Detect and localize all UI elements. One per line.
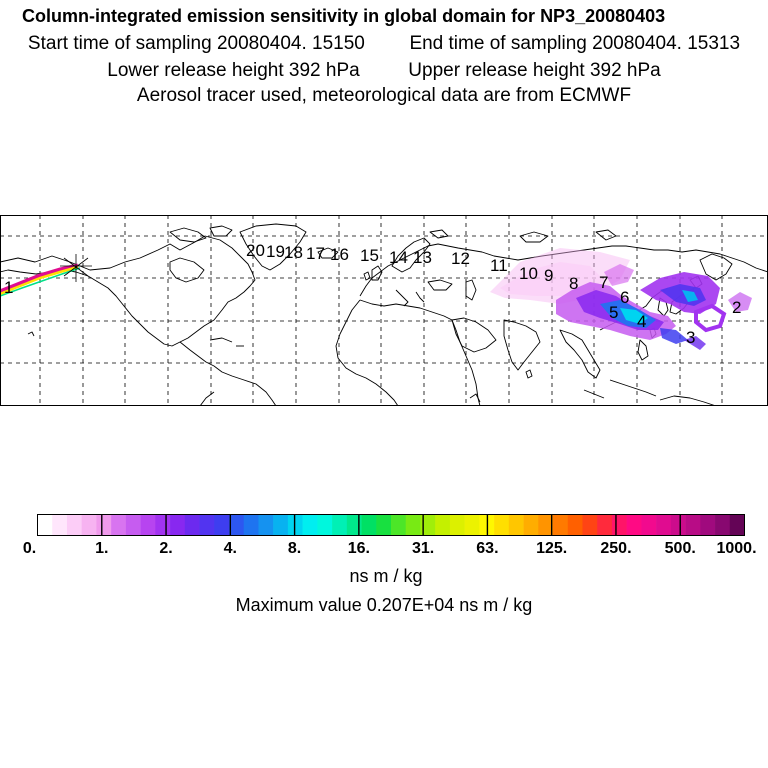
colorbar-tick-label: 31.	[412, 540, 434, 557]
colorbar-cell	[729, 514, 745, 536]
colorbar-cell	[243, 514, 259, 536]
colorbar-cell	[346, 514, 362, 536]
colorbar-cell	[582, 514, 598, 536]
colorbar-cell	[96, 514, 112, 536]
colorbar-tick-label: 1000.	[716, 540, 756, 557]
colorbar-cell	[258, 514, 274, 536]
time-marker: 14	[389, 248, 408, 267]
colorbar-cell	[391, 514, 407, 536]
time-marker: 19	[266, 242, 285, 261]
colorbar-cell	[317, 514, 333, 536]
tracer-info-label: Aerosol tracer used, meteorological data…	[136, 85, 632, 106]
time-marker: 2	[732, 298, 741, 317]
colorbar-tick-label: 16.	[348, 540, 370, 557]
colorbar-cell	[449, 514, 465, 536]
colorbar-cell	[700, 514, 716, 536]
colorbar-cell	[376, 514, 392, 536]
colorbar-cell	[494, 514, 510, 536]
time-markers: 1 2 3 4 5 6 7 8 9 10 11 12 13 14 15 16 1…	[4, 241, 741, 347]
plot-title: Column-integrated emission sensitivity i…	[22, 6, 666, 26]
colorbar-cell	[140, 514, 156, 536]
colorbar-tick-label: 8.	[288, 540, 301, 557]
colorbar-cell	[332, 514, 348, 536]
upper-release-label: Upper release height 392 hPa	[408, 60, 661, 81]
maximum-value-label: Maximum value 0.207E+04 ns m / kg	[235, 595, 533, 615]
colorbar-cell	[567, 514, 583, 536]
colorbar-tick-label: 500.	[665, 540, 696, 557]
time-marker: 8	[569, 274, 578, 293]
colorbar-cell	[52, 514, 68, 536]
colorbar-cell	[155, 514, 171, 536]
colorbar-cell	[199, 514, 215, 536]
colorbar-ticks	[101, 514, 681, 536]
time-marker: 16	[330, 245, 349, 264]
colorbar-cell	[37, 514, 53, 536]
colorbar-cell	[184, 514, 200, 536]
colorbar-tick-label: 1.	[95, 540, 108, 557]
colorbar-cell	[641, 514, 657, 536]
colorbar-cell	[656, 514, 672, 536]
colorbar-tick-label: 125.	[536, 540, 567, 557]
time-marker: 1	[4, 278, 13, 297]
colorbar-labels: 0. 1. 2. 4. 8. 16. 31. 63. 125. 250. 500. 1000.	[23, 540, 757, 557]
sensitivity-plume	[490, 248, 752, 350]
colorbar-cell	[66, 514, 82, 536]
colorbar-units: ns m / kg	[349, 566, 423, 586]
colorbar-cell	[611, 514, 627, 536]
colorbar-cell	[464, 514, 480, 536]
time-marker: 12	[451, 249, 470, 268]
colorbar-cell	[685, 514, 701, 536]
colorbar-cell	[670, 514, 686, 536]
release-trail	[0, 254, 92, 297]
time-marker: 9	[544, 266, 553, 285]
colorbar-cell	[302, 514, 318, 536]
time-marker: 4	[637, 312, 646, 331]
time-marker: 7	[599, 273, 608, 292]
colorbar-cell	[273, 514, 289, 536]
colorbar-cell	[214, 514, 230, 536]
sampling-time-line: Start time of sampling 20080404. 15150 E…	[0, 33, 768, 55]
colorbar-tick-label: 4.	[224, 540, 237, 557]
colorbar-cell	[405, 514, 421, 536]
time-marker: 10	[519, 264, 538, 283]
time-marker: 20	[246, 241, 265, 260]
colorbar-cell	[361, 514, 377, 536]
colorbar-tick-label: 250.	[600, 540, 631, 557]
colorbar-cell	[508, 514, 524, 536]
time-marker: 6	[620, 288, 629, 307]
colorbar-cells	[37, 514, 745, 536]
colorbar-frame	[37, 514, 745, 536]
colorbar-cell	[287, 514, 303, 536]
time-marker: 17	[306, 244, 325, 263]
colorbar-cell	[597, 514, 613, 536]
colorbar-cell	[553, 514, 569, 536]
colorbar-cell	[228, 514, 245, 536]
time-marker: 15	[360, 246, 379, 265]
colorbar-cell	[420, 514, 436, 536]
lower-release-label: Lower release height 392 hPa	[107, 60, 360, 81]
time-marker: 3	[686, 328, 695, 347]
colorbar-tick-label: 0.	[23, 540, 36, 557]
time-marker: 18	[284, 243, 303, 262]
colorbar-tick-label: 63.	[476, 540, 498, 557]
colorbar-tick-label: 2.	[159, 540, 172, 557]
time-marker: 5	[609, 303, 618, 322]
start-time-label: Start time of sampling 20080404. 15150	[27, 33, 365, 54]
end-time-label: End time of sampling 20080404. 15313	[409, 33, 741, 54]
release-height-line: Lower release height 392 hPa Upper relea…	[0, 60, 768, 82]
time-marker: 11	[490, 256, 508, 275]
colorbar-cell	[170, 514, 186, 536]
colorbar-cell	[538, 514, 554, 536]
colorbar-cell	[111, 514, 127, 536]
colorbar-cell	[81, 514, 97, 536]
release-point-marker	[60, 254, 92, 282]
colorbar-cell	[626, 514, 642, 536]
colorbar-cell	[523, 514, 539, 536]
colorbar-cell	[125, 514, 141, 536]
colorbar-cell	[435, 514, 451, 536]
time-marker: 13	[413, 248, 432, 267]
colorbar-cell	[715, 514, 731, 536]
